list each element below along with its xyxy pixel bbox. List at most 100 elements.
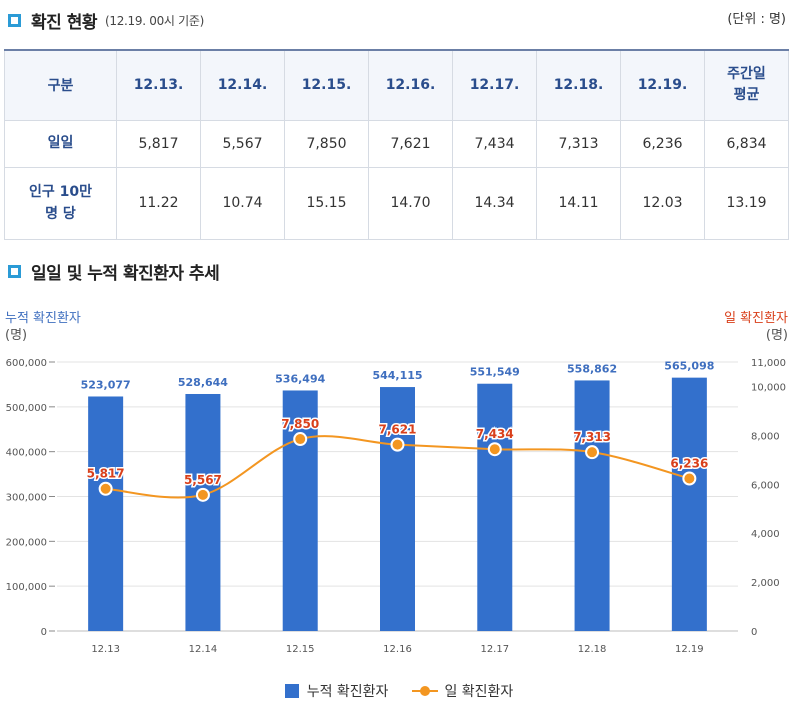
line-data-label: 7,850 [281, 417, 319, 431]
table-cell: 13.19 [704, 166, 789, 240]
trend-chart: 0 100,000 200,000 300,000 400,000 500,000 600,… [5, 311, 788, 655]
table-cell: 14.11 [536, 166, 621, 240]
row-label-line: 명 당 [45, 206, 76, 222]
left-axis-tick-label: 600,000 [6, 358, 47, 369]
left-axis-unit: (명) [5, 328, 27, 343]
table-cell: 14.70 [368, 166, 453, 240]
bar-cumulative [185, 393, 221, 631]
status-section-header: 확진 현황 (12.19. 00시 기준) [8, 8, 204, 33]
right-axis-tick-label: 6,000 [751, 480, 780, 491]
table-cell: 15.15 [284, 166, 369, 240]
trend-section-header: 일일 및 누적 확진환자 추세 [8, 259, 220, 284]
table-header-cell: 12.19. [620, 49, 705, 121]
left-axis-tick-label: 400,000 [6, 448, 47, 459]
left-axis-title: 누적 확진환자 [5, 311, 81, 326]
x-axis-tick-label: 12.15 [286, 644, 315, 655]
line-data-label: 7,434 [476, 427, 514, 441]
left-axis-tick-label: 200,000 [6, 537, 47, 548]
table-header-cell: 12.15. [284, 49, 369, 121]
bar-cumulative [574, 380, 610, 631]
table-header-row: 구분 12.13. 12.14. 12.15. 12.16. 12.17. 12… [4, 49, 789, 121]
row-label: 일일 [4, 119, 117, 168]
bar-cumulative [671, 377, 707, 631]
line-data-label: 6,236 [670, 457, 708, 471]
table-header-text: 주간일 [727, 66, 766, 83]
trend-title: 일일 및 누적 확진환자 추세 [31, 264, 220, 284]
table-cell: 11.22 [116, 166, 201, 240]
line-data-label: 5,567 [184, 473, 222, 487]
x-axis-tick-label: 12.13 [91, 644, 120, 655]
table-cell: 7,313 [536, 119, 621, 168]
right-axis-unit: (명) [766, 328, 788, 343]
left-axis-tick-label: 500,000 [6, 403, 47, 414]
bar-data-label: 551,549 [470, 366, 520, 379]
line-point-daily [487, 442, 502, 457]
x-axis-tick-label: 12.19 [675, 644, 704, 655]
table-cell: 7,621 [368, 119, 453, 168]
bar-data-label: 536,494 [275, 372, 325, 385]
x-axis-tick-label: 12.17 [480, 644, 509, 655]
bar-data-label: 565,098 [664, 360, 714, 373]
legend-label: 일 확진환자 [444, 684, 514, 700]
table-cell: 10.74 [200, 166, 285, 240]
table-header-cell: 구분 [4, 49, 117, 121]
x-axis-tick-label: 12.16 [383, 644, 412, 655]
line-point-daily [293, 432, 308, 447]
left-axis-tick-label: 300,000 [6, 493, 47, 504]
table-cell: 6,236 [620, 119, 705, 168]
line-point-daily [98, 481, 113, 496]
square-bullet-icon [8, 265, 21, 278]
right-axis-title: 일 확진환자 [724, 311, 788, 326]
right-axis-tick-label: 10,000 [751, 382, 786, 393]
row-label: 인구 10만 명 당 [4, 166, 117, 240]
right-axis-tick-label: 11,000 [751, 358, 786, 369]
x-axis-tick-label: 12.14 [189, 644, 218, 655]
table-header-text: 평균 [733, 87, 760, 104]
row-label-line: 인구 10만 [29, 183, 92, 200]
bar-cumulative [380, 387, 415, 631]
table-header-cell-weekly-avg: 주간일 평균 [704, 49, 789, 121]
table-header-cell: 12.18. [536, 49, 621, 121]
table-header-cell: 12.13. [116, 49, 201, 121]
line-data-label: 7,313 [573, 430, 611, 444]
bar-cumulative [282, 390, 318, 631]
table-header-cell: 12.16. [368, 49, 453, 121]
chart-legend: 누적 확진환자 일 확진환자 [0, 681, 798, 701]
table-row: 일일 5,817 5,567 7,850 7,621 7,434 7,313 6… [4, 119, 789, 168]
legend-item-daily: 일 확진환자 [412, 681, 513, 701]
line-point-daily [195, 487, 210, 502]
line-marker-icon [412, 684, 439, 698]
table-cell: 5,817 [116, 119, 201, 168]
table-cell: 14.34 [452, 166, 537, 240]
status-subtitle: (12.19. 00시 기준) [104, 14, 205, 28]
right-axis-tick-label: 8,000 [751, 431, 780, 442]
bar-data-label: 528,644 [178, 376, 228, 389]
status-table: 구분 12.13. 12.14. 12.15. 12.16. 12.17. 12… [4, 49, 789, 240]
table-header-cell: 12.17. [452, 49, 537, 121]
table-cell: 5,567 [200, 119, 285, 168]
right-axis-tick-label: 2,000 [751, 578, 780, 589]
line-point-daily [682, 471, 697, 486]
line-point-daily [585, 445, 600, 460]
right-axis-tick-label: 0 [751, 627, 757, 638]
table-cell: 6,834 [704, 119, 789, 168]
table-cell: 12.03 [620, 166, 705, 240]
right-axis-tick-label: 4,000 [751, 529, 780, 540]
bar-data-label: 544,115 [372, 369, 422, 382]
line-data-label: 5,817 [87, 467, 125, 481]
bar-swatch-icon [284, 684, 299, 698]
table-cell: 7,434 [452, 119, 537, 168]
left-axis-tick-label: 0 [41, 627, 47, 638]
square-bullet-icon [8, 14, 21, 27]
table-cell: 7,850 [284, 119, 369, 168]
status-title: 확진 현황 [31, 13, 97, 33]
line-data-label: 7,621 [379, 423, 417, 437]
table-row: 인구 10만 명 당 11.22 10.74 15.15 14.70 14.34… [4, 166, 789, 240]
legend-item-cumulative: 누적 확진환자 [284, 681, 389, 701]
legend-label: 누적 확진환자 [306, 684, 389, 700]
unit-label: (단위 : 명) [727, 12, 786, 27]
line-point-daily [390, 437, 405, 452]
table-header-cell: 12.14. [200, 49, 285, 121]
bar-data-label: 558,862 [567, 362, 617, 375]
bar-data-label: 523,077 [81, 378, 131, 391]
